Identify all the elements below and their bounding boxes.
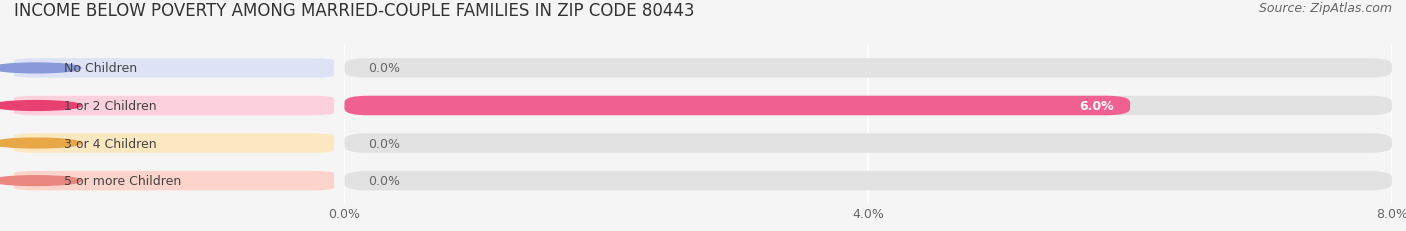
FancyBboxPatch shape xyxy=(344,59,1392,78)
Text: 0.0%: 0.0% xyxy=(368,62,401,75)
Text: 0.0%: 0.0% xyxy=(368,137,401,150)
Text: 6.0%: 6.0% xyxy=(1080,100,1115,112)
Text: 1 or 2 Children: 1 or 2 Children xyxy=(63,100,156,112)
Circle shape xyxy=(0,101,82,111)
Text: No Children: No Children xyxy=(63,62,136,75)
Text: 3 or 4 Children: 3 or 4 Children xyxy=(63,137,156,150)
Circle shape xyxy=(0,176,82,186)
FancyBboxPatch shape xyxy=(344,134,1392,153)
Text: INCOME BELOW POVERTY AMONG MARRIED-COUPLE FAMILIES IN ZIP CODE 80443: INCOME BELOW POVERTY AMONG MARRIED-COUPL… xyxy=(14,2,695,20)
FancyBboxPatch shape xyxy=(344,171,1392,191)
Text: Source: ZipAtlas.com: Source: ZipAtlas.com xyxy=(1258,2,1392,15)
FancyBboxPatch shape xyxy=(14,171,335,191)
FancyBboxPatch shape xyxy=(14,134,335,153)
Circle shape xyxy=(0,64,82,73)
FancyBboxPatch shape xyxy=(344,96,1392,116)
FancyBboxPatch shape xyxy=(14,96,335,116)
FancyBboxPatch shape xyxy=(14,59,335,78)
Circle shape xyxy=(0,139,82,148)
Text: 0.0%: 0.0% xyxy=(368,174,401,187)
FancyBboxPatch shape xyxy=(344,96,1130,116)
Text: 5 or more Children: 5 or more Children xyxy=(63,174,181,187)
